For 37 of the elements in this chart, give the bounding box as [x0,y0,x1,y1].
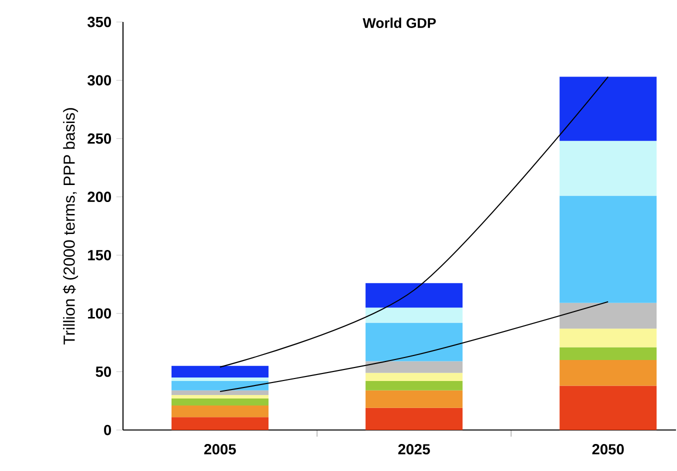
bar [366,322,463,362]
y-tick-label: 100 [88,308,112,319]
x-tick-label: 2005 [204,444,236,454]
bar [560,347,657,360]
bar [172,395,269,399]
bar [172,381,269,390]
y-tick-label: 200 [88,192,112,202]
y-tick-label: 50 [96,366,112,377]
y-tick-label: 250 [88,133,112,144]
bar [366,308,463,323]
y-tick-label: 150 [88,250,112,260]
x-tick-label: 2025 [398,444,430,454]
bar [366,361,463,373]
bar [172,378,269,382]
bar [172,390,269,396]
y-axis-title: Trillion $ (2000 terms, PPP basis) [62,108,78,344]
bar [560,328,657,348]
bar [366,390,463,408]
bar [560,140,657,196]
bar [560,386,657,430]
y-tick-label: 300 [87,75,112,86]
bar [366,408,463,430]
bar [172,398,269,406]
bar [172,406,269,418]
bar [560,196,657,303]
bar [172,366,269,378]
bar [560,76,657,141]
y-tick-label: 0 [104,424,112,436]
bar [172,417,269,430]
x-tick-label: 2050 [592,444,624,454]
y-tick-label: 350 [87,16,112,28]
bar [560,360,657,386]
bar [560,302,657,329]
chart-title: World GDP [362,18,436,28]
bar [366,283,463,308]
bar [366,381,463,390]
bar [366,372,463,382]
